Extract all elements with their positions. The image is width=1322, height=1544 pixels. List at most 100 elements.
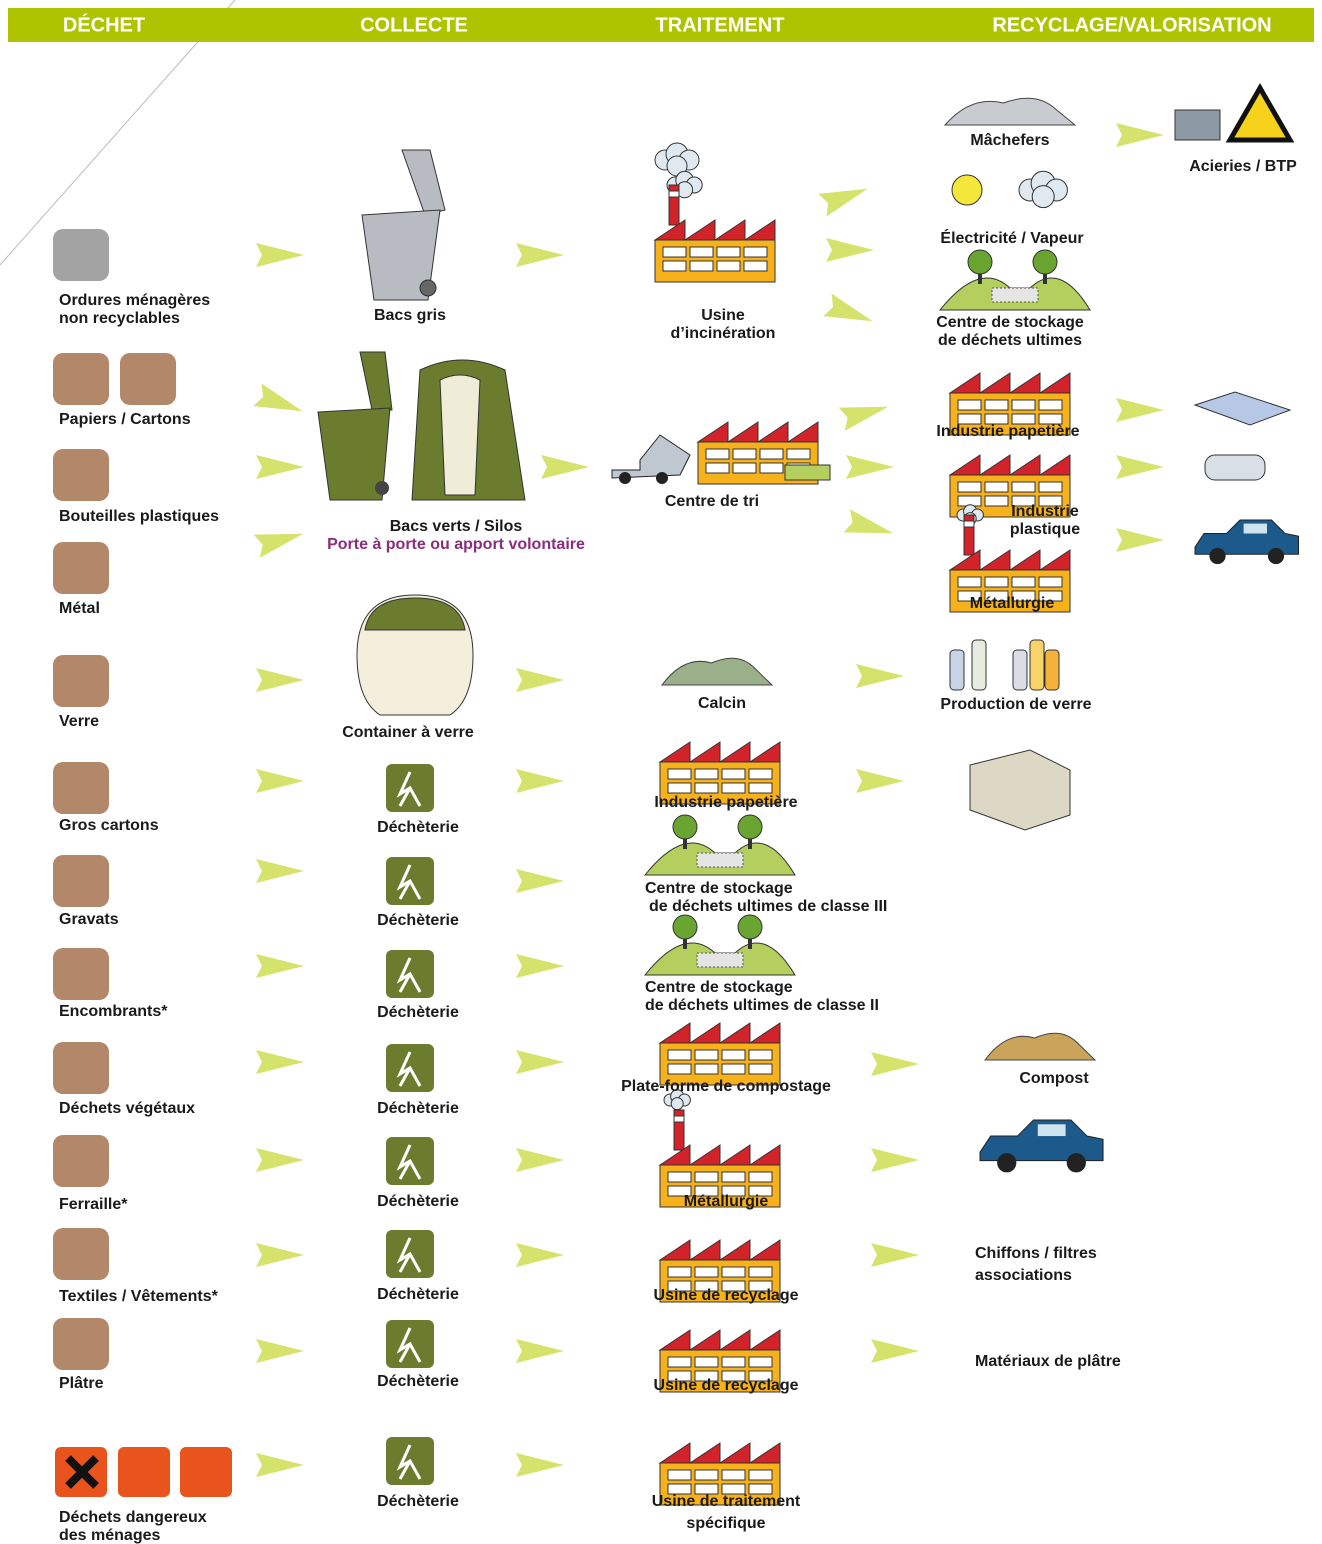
label: Déchèterie xyxy=(377,1100,459,1117)
flow-arrow xyxy=(516,869,564,893)
label: Bouteilles plastiques xyxy=(59,508,219,525)
column-title: RECYCLAGE/VALORISATION xyxy=(992,14,1271,36)
bottle-icon xyxy=(972,640,986,690)
factory-icon xyxy=(655,185,775,282)
label: Métallurgie xyxy=(684,1193,769,1210)
label: Déchèterie xyxy=(377,1373,459,1390)
label: Gravats xyxy=(59,911,119,928)
bulb xyxy=(952,175,982,205)
hazard-icon xyxy=(180,1447,232,1497)
label: de déchets ultimes xyxy=(938,332,1082,349)
label: spécifique xyxy=(686,1515,765,1532)
car-wheel xyxy=(1067,1153,1086,1172)
factory-window xyxy=(985,496,1008,506)
label: Verre xyxy=(59,713,99,730)
factory-roof xyxy=(660,742,780,762)
factory-window xyxy=(787,449,810,459)
factory-window xyxy=(749,769,772,779)
waste-icon xyxy=(53,1042,109,1094)
label: associations xyxy=(975,1267,1072,1284)
factory-window xyxy=(668,1357,691,1367)
tree-crown xyxy=(738,915,762,939)
label: Usine de recyclage xyxy=(654,1377,799,1394)
column-title: COLLECTE xyxy=(360,14,468,36)
waste-icon xyxy=(53,948,109,1000)
flow-arrow xyxy=(256,769,304,793)
label: Industrie papetière xyxy=(936,423,1079,440)
label: Mâchefers xyxy=(970,132,1049,149)
hazard-icon xyxy=(118,1447,170,1497)
factory-window xyxy=(760,449,783,459)
label: Usine de recyclage xyxy=(654,1287,799,1304)
flow-arrow xyxy=(1116,123,1164,147)
smoke-puff xyxy=(671,1098,683,1110)
factory-window xyxy=(706,449,729,459)
label: plastique xyxy=(1010,521,1080,538)
landfill-icon xyxy=(645,915,795,975)
factory-window xyxy=(668,1172,691,1182)
factory-window xyxy=(985,577,1008,587)
flow-arrow xyxy=(1116,528,1164,552)
waste-icon xyxy=(53,1135,109,1187)
factory-roof xyxy=(660,1443,780,1463)
label: Production de verre xyxy=(940,696,1091,713)
factory-window xyxy=(706,463,729,473)
label: de déchets ultimes de classe III xyxy=(649,898,887,915)
bin-wheel xyxy=(420,280,436,296)
flow-arrow xyxy=(253,384,306,423)
label: Électricité / Vapeur xyxy=(940,228,1083,247)
factory-window xyxy=(668,769,691,779)
silo-panel xyxy=(440,375,480,495)
factory-window xyxy=(695,1267,718,1277)
factory-window xyxy=(985,482,1008,492)
label: Chiffons / filtres xyxy=(975,1245,1097,1262)
factory-window xyxy=(663,247,686,257)
truck-wheel xyxy=(619,472,631,484)
factory-window xyxy=(690,247,713,257)
label: Déchèterie xyxy=(377,1493,459,1510)
factory-window xyxy=(695,1357,718,1367)
car-wheel xyxy=(1209,548,1225,564)
truck-wheel xyxy=(656,472,668,484)
flow-arrow xyxy=(856,664,904,688)
waste-icon xyxy=(53,855,109,907)
car-window xyxy=(1038,1124,1066,1136)
factory-window xyxy=(744,261,767,271)
factory-window xyxy=(668,1050,691,1060)
factory-window xyxy=(722,1064,745,1074)
label: d’incinération xyxy=(671,325,776,342)
factory-window xyxy=(1039,400,1062,410)
smoke-icon xyxy=(1019,171,1067,207)
car-icon xyxy=(980,1120,1103,1172)
waste-diagram: DÉCHET COLLECTE TRAITEMENT RECYCLAGE/VAL… xyxy=(0,0,1322,1544)
factory-window xyxy=(690,261,713,271)
label: Textiles / Vêtements* xyxy=(59,1288,219,1305)
flow-arrow xyxy=(256,1148,304,1172)
label: Métallurgie xyxy=(970,595,1055,612)
factory-window xyxy=(695,1050,718,1060)
flow-arrow xyxy=(856,769,904,793)
waste-icon xyxy=(53,762,109,814)
flow-arrow xyxy=(846,455,894,479)
factory-window xyxy=(744,247,767,257)
label: des ménages xyxy=(59,1527,160,1544)
flow-arrow xyxy=(871,1243,919,1267)
factory-window xyxy=(1012,482,1035,492)
flow-arrow xyxy=(256,668,304,692)
label: Compost xyxy=(1019,1070,1089,1087)
car-window xyxy=(1244,524,1267,534)
factory-window xyxy=(1012,400,1035,410)
label: Papiers / Cartons xyxy=(59,411,191,428)
landfill-icon xyxy=(645,815,795,875)
flow-arrow xyxy=(256,1050,304,1074)
factory-window xyxy=(1039,577,1062,587)
label: Centre de tri xyxy=(665,493,759,510)
chimney-band xyxy=(964,521,974,527)
green-bin-lid xyxy=(360,352,392,410)
flow-arrow xyxy=(256,859,304,883)
flow-arrow xyxy=(256,1243,304,1267)
factory-window xyxy=(717,247,740,257)
waste-icon xyxy=(53,1228,109,1280)
label: Matériaux de plâtre xyxy=(975,1353,1121,1370)
bottle-icon xyxy=(1045,650,1059,690)
